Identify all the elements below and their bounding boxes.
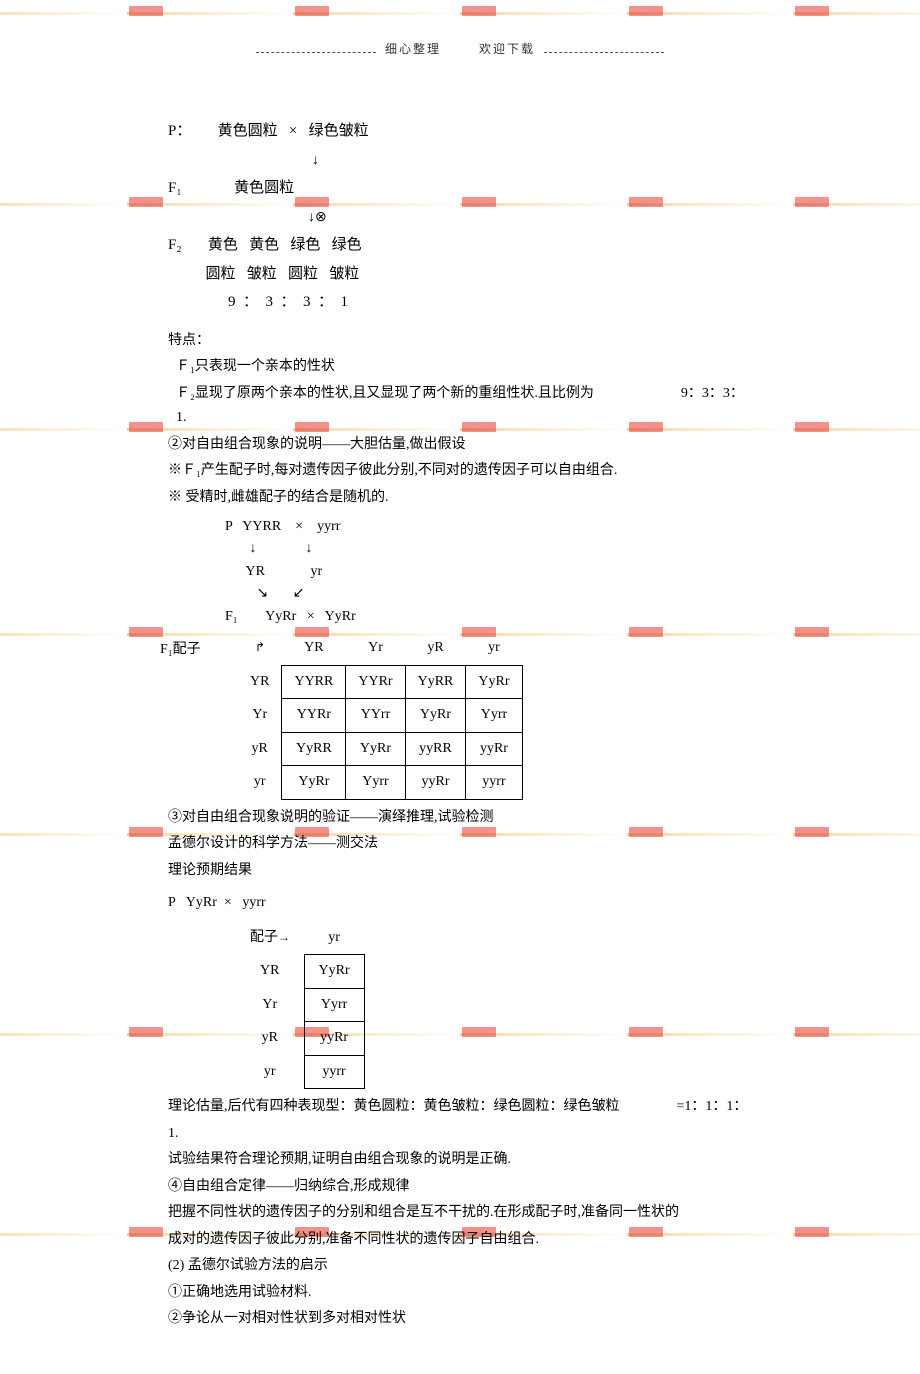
p-label: P：: [168, 123, 191, 139]
f1-label: F₁: [168, 180, 182, 196]
parent-genotype: YYRR: [242, 519, 281, 534]
cross-symbol: ×: [289, 123, 297, 139]
arrow-down-icon: ↓: [250, 541, 257, 556]
text-line: ②争论从一对相对性状到多对相对性状: [168, 1307, 752, 1332]
punnett-cell: yyRr: [466, 732, 522, 766]
gamete: yr: [310, 564, 322, 579]
punnett-cell: yyRR: [405, 732, 466, 766]
punnett-row-header: Yr: [236, 988, 304, 1022]
text-line: ③对自由组合现象说明的验证——演绎推理,试验检测: [168, 806, 752, 831]
testcross-table: 配子→yrYRYyRrYrYyrryRyyRryryyrr: [236, 922, 365, 1090]
text-line: 理论估量,后代有四种表现型：黄色圆粒：黄色皱粒：绿色圆粒：绿色皱粒 =1：1：1…: [168, 1095, 752, 1120]
punnett-cell: YyRr: [466, 665, 522, 699]
parent-1: 黄色圆粒: [218, 123, 278, 139]
punnett-square-4x4: F₁配子 ↱YRYryRyrYRYYRRYYRrYyRRYyRrYrYYRrYY…: [168, 632, 752, 800]
punnett-row-header: Yr: [238, 699, 282, 733]
arrow-down-icon: ↓: [312, 153, 319, 168]
arrow-down-icon: ↓: [308, 210, 315, 225]
punnett-cell: YyRR: [405, 665, 466, 699]
page: 细心整理 欢迎下载 P： 黄色圆粒 × 绿色皱粒 ↓ F₁ 黄色圆粒 ↓⊗ F₂…: [0, 0, 920, 1374]
punnett-cell: YyRr: [405, 699, 466, 733]
p-label: P: [168, 895, 176, 910]
punnett-table: ↱YRYryRyrYRYYRRYYRrYyRRYyRrYrYYRrYYrrYyR…: [238, 632, 523, 800]
text-line: 孟德尔设计的科学方法——测交法: [168, 832, 752, 857]
text-line: 1.: [168, 1122, 752, 1147]
text-line: Ｆ₂显现了原两个亲本的性状,且又显现了两个新的重组性状.且比例为 9：3：3：1…: [168, 382, 752, 431]
punnett-col-header: yr: [304, 922, 364, 955]
arrow-down-icon: ↓: [306, 541, 313, 556]
punnett-cell: YYRr: [346, 665, 405, 699]
punnett-row-header: YR: [238, 665, 282, 699]
f2-row: F₂ 黄色 黄色 绿色 绿色 圆粒 皱粒 圆粒 皱粒: [168, 231, 752, 288]
punnett-cell: YyRR: [282, 732, 346, 766]
arrow-diag-icon: ↙: [293, 586, 305, 601]
punnett-cell: YyRr: [282, 766, 346, 800]
punnett-cell: Yyrr: [304, 988, 364, 1022]
punnett-cell: yyRr: [405, 766, 466, 800]
punnett-cell: YYrr: [346, 699, 405, 733]
text-line: ①正确地选用试验材料.: [168, 1281, 752, 1306]
punnett-cell: Yyrr: [466, 699, 522, 733]
parent-genotype: yyrr: [317, 519, 340, 534]
punnett-row-header: yr: [236, 1055, 304, 1089]
cross-diagram-1: P： 黄色圆粒 × 绿色皱粒 ↓ F₁ 黄色圆粒 ↓⊗ F₂ 黄色 黄色 绿色 …: [168, 117, 752, 317]
text-line: 成对的遗传因子彼此分别,准备不同性状的遗传因子自由组合.: [168, 1228, 752, 1253]
f1-genotype: YyRr: [325, 609, 356, 624]
content: P： 黄色圆粒 × 绿色皱粒 ↓ F₁ 黄色圆粒 ↓⊗ F₂ 黄色 黄色 绿色 …: [168, 117, 752, 1332]
punnett-cell: Yyrr: [346, 766, 405, 800]
text-line: (2) 孟德尔试验方法的启示: [168, 1254, 752, 1279]
text-span: =1：1：1：: [677, 1099, 748, 1114]
punnett-cell: YYRR: [282, 665, 346, 699]
arrow-diag-icon: ↘: [257, 586, 269, 601]
page-header: 细心整理 欢迎下载: [0, 40, 920, 57]
punnett-row-header: YR: [236, 955, 304, 989]
punnett-row-header: yR: [236, 1022, 304, 1056]
f1-gamete-label: F₁配子: [160, 638, 201, 663]
testcross-diagram: P YyRr × yyrr: [168, 891, 752, 916]
punnett-col-header: yR: [405, 632, 466, 665]
punnett-col-header: YR: [282, 632, 346, 665]
text-line: ※ 受精时,雌雄配子的结合是随机的.: [168, 486, 752, 511]
f2-ratio: 9 ： 3 ： 3 ： 1: [228, 294, 348, 310]
header-right: 欢迎下载: [479, 42, 535, 56]
text-line: 把握不同性状的遗传因子的分别和组合是互不干扰的.在形成配子时,准备同一性状的: [168, 1201, 752, 1226]
f1-label: F₁: [225, 609, 238, 624]
punnett-row-header: yr: [238, 766, 282, 800]
text-span: Ｆ₂显现了原两个亲本的性状,且又显现了两个新的重组性状.且比例为: [176, 386, 594, 401]
p-label: P: [225, 519, 232, 534]
parent-2: 绿色皱粒: [309, 123, 369, 139]
punnett-cell: yyrr: [466, 766, 522, 800]
header-left: 细心整理: [385, 42, 441, 56]
punnett-cell: YyRr: [304, 955, 364, 989]
punnett-col-header: Yr: [346, 632, 405, 665]
f1-genotype: YyRr: [265, 609, 296, 624]
punnett-cell: yyrr: [304, 1055, 364, 1089]
punnett-col-header: yr: [466, 632, 522, 665]
f1-phenotype: 黄色圆粒: [234, 180, 294, 196]
text-line: ※Ｆ₁产生配子时,每对遗传因子彼此分别,不同对的遗传因子可以自由组合.: [168, 459, 752, 484]
self-cross-icon: ⊗: [315, 210, 327, 225]
text-span: 理论估量,后代有四种表现型：黄色圆粒：黄色皱粒：绿色圆粒：绿色皱粒: [168, 1099, 620, 1114]
text-line: 特点：: [168, 329, 752, 354]
cross-diagram-2: P YYRR × yyrr ↓ ↓ YR yr ↘ ↙ F₁ YyRr × Yy…: [218, 516, 752, 628]
text-line: ②对自由组合现象的说明——大胆估量,做出假设: [168, 433, 752, 458]
gamete: YR: [245, 564, 264, 579]
parent-genotype: YyRr: [186, 895, 217, 910]
punnett-cell: YYRr: [282, 699, 346, 733]
text-line: ④自由组合定律——归纳综合,形成规律: [168, 1175, 752, 1200]
text-line: 理论预期结果: [168, 859, 752, 884]
text-line: Ｆ₁只表现一个亲本的性状: [168, 355, 752, 380]
punnett-cell: YyRr: [346, 732, 405, 766]
punnett-cell: yyRr: [304, 1022, 364, 1056]
parent-genotype: yyrr: [242, 895, 265, 910]
punnett-row-header: yR: [238, 732, 282, 766]
text-line: 试验结果符合理论预期,证明自由组合现象的说明是正确.: [168, 1148, 752, 1173]
